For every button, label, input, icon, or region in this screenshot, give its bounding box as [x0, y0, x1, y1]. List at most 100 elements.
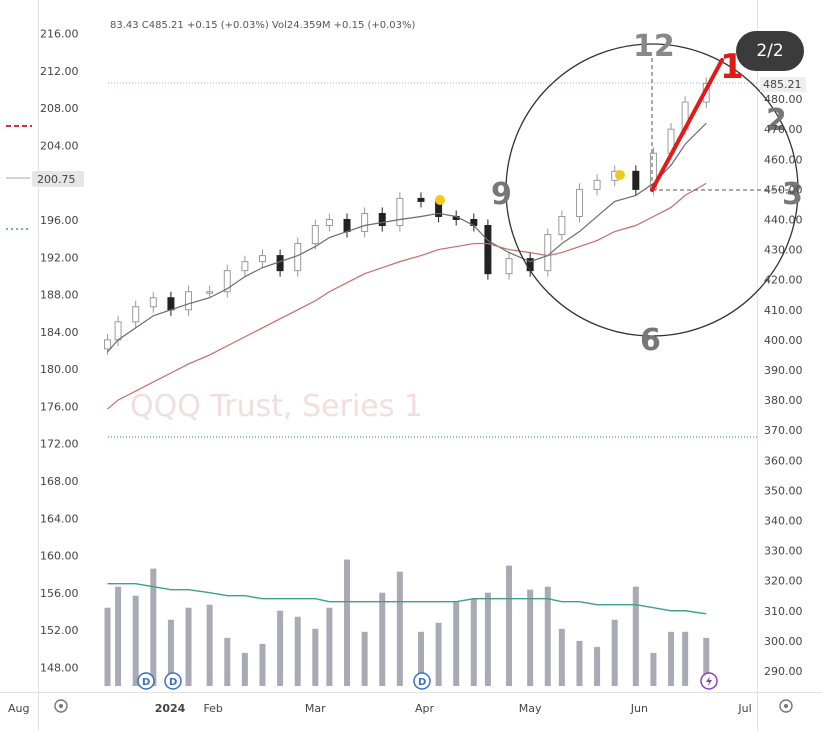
moving-average-lines	[107, 122, 707, 410]
candle-body	[593, 179, 601, 190]
time-axis-tick: Feb	[203, 702, 222, 715]
right-axis-tick: 320.00	[764, 575, 803, 588]
clock-label-2: 2	[766, 103, 787, 138]
volume-bar	[344, 559, 351, 686]
candle-body	[185, 291, 193, 311]
dividend-marker[interactable]: D	[137, 672, 155, 690]
left-axis-tick: 172.00	[40, 438, 79, 451]
right-price-highlight	[760, 77, 806, 92]
volume-bar	[527, 589, 534, 686]
dividend-marker-label: D	[142, 677, 150, 688]
right-axis-tick: 290.00	[764, 665, 803, 678]
candle-body	[104, 339, 112, 350]
candle-body	[276, 255, 284, 272]
left-axis-tick: 196.00	[40, 214, 79, 227]
left-axis-tick: 152.00	[40, 624, 79, 637]
volume-bar	[682, 631, 689, 686]
right-axis-divider	[757, 0, 758, 731]
yellow-marker-dot	[435, 195, 445, 205]
right-axis-tick: 360.00	[764, 454, 803, 467]
volume-bar	[470, 598, 477, 686]
candle-body	[223, 270, 231, 293]
volume-bar	[277, 610, 284, 686]
left-axis-tick: 168.00	[40, 475, 79, 488]
right-axis-tick: 400.00	[764, 334, 803, 347]
time-axis-tick: Jul	[737, 702, 751, 715]
candle-body	[206, 291, 214, 294]
dividend-marker-label: D	[418, 677, 426, 688]
right-axis-tick: 390.00	[764, 364, 803, 377]
time-axis-tick: Jun	[630, 702, 648, 715]
volume-bar	[396, 571, 403, 686]
bottom-axis-divider	[0, 692, 822, 693]
volume-bar	[650, 652, 657, 686]
red-trend-arrow	[650, 58, 724, 192]
volume-bar	[132, 595, 139, 686]
right-axis-tick: 330.00	[764, 545, 803, 558]
volume-ma-line	[107, 582, 707, 615]
gear-icon[interactable]	[54, 699, 68, 713]
volume-bar	[576, 640, 583, 686]
left-axis-divider	[38, 0, 39, 731]
right-axis-tick: 430.00	[764, 244, 803, 257]
dividend-marker[interactable]: D	[413, 672, 431, 690]
volume-bar	[224, 637, 231, 686]
volume-bar	[453, 601, 460, 686]
volume-bar	[241, 652, 248, 686]
left-bottom-label: Aug	[8, 702, 29, 715]
right-axis-tick: 300.00	[764, 635, 803, 648]
right-axis-tick: 420.00	[764, 274, 803, 287]
clock-label-12: 12	[633, 29, 675, 64]
time-axis-tick: 2024	[155, 702, 186, 715]
volume-bar	[484, 592, 491, 686]
page-indicator[interactable]: 2/2	[736, 31, 804, 71]
candle-body	[558, 215, 566, 236]
volume-bar	[632, 586, 639, 686]
left-axis-tick: 148.00	[40, 661, 79, 674]
ohlc-header: 83.43 C485.21 +0.15 (+0.03%) Vol24.359M …	[110, 20, 416, 31]
volume-bar	[506, 565, 513, 686]
time-axis-tick: May	[519, 702, 542, 715]
volume-bar	[611, 619, 618, 686]
candle-body	[311, 225, 319, 245]
right-axis-tick: 410.00	[764, 304, 803, 317]
candle-body	[575, 188, 583, 217]
lightning-icon[interactable]	[700, 672, 718, 690]
right-axis-tick: 480.00	[764, 93, 803, 106]
left-axis-tick: 184.00	[40, 326, 79, 339]
candle-body	[484, 225, 492, 275]
right-axis-tick: 350.00	[764, 484, 803, 497]
right-axis-tick: 450.00	[764, 183, 803, 196]
volume-bar	[668, 631, 675, 686]
left-axis-tick: 164.00	[40, 512, 79, 525]
clock-label-3: 3	[782, 177, 803, 212]
volume-bar	[379, 592, 386, 686]
candle-body	[505, 258, 513, 275]
candle-body	[325, 218, 333, 227]
clock-circle	[505, 43, 799, 337]
candle-body	[417, 197, 425, 202]
volume-bar	[703, 637, 710, 686]
volume-bar	[150, 568, 157, 686]
dividend-marker[interactable]: D	[164, 672, 182, 690]
dividend-marker-label: D	[169, 677, 177, 688]
candle-body	[361, 212, 369, 233]
watermark-text: QQQ Trust, Series 1	[130, 389, 423, 424]
volume-bar	[104, 607, 111, 686]
left-axis-tick: 216.00	[40, 28, 79, 41]
volume-bar	[558, 628, 565, 686]
candle-body	[132, 306, 140, 323]
right-axis-tick: 470.00	[764, 123, 803, 136]
left-axis-tick: 176.00	[40, 400, 79, 413]
left-price-highlight-text: 200.75	[37, 173, 76, 186]
volume-bars	[104, 559, 710, 686]
candle-body	[544, 234, 552, 272]
volume-bar	[435, 622, 442, 686]
left-axis-tick: 160.00	[40, 550, 79, 563]
left-axis-tick: 180.00	[40, 363, 79, 376]
time-axis: 2024 Feb Mar Apr May Jun Jul	[155, 702, 752, 715]
ma-short-line	[107, 122, 707, 353]
volume-bar	[312, 628, 319, 686]
gear-icon[interactable]	[779, 699, 793, 713]
volume-bar	[206, 604, 213, 686]
